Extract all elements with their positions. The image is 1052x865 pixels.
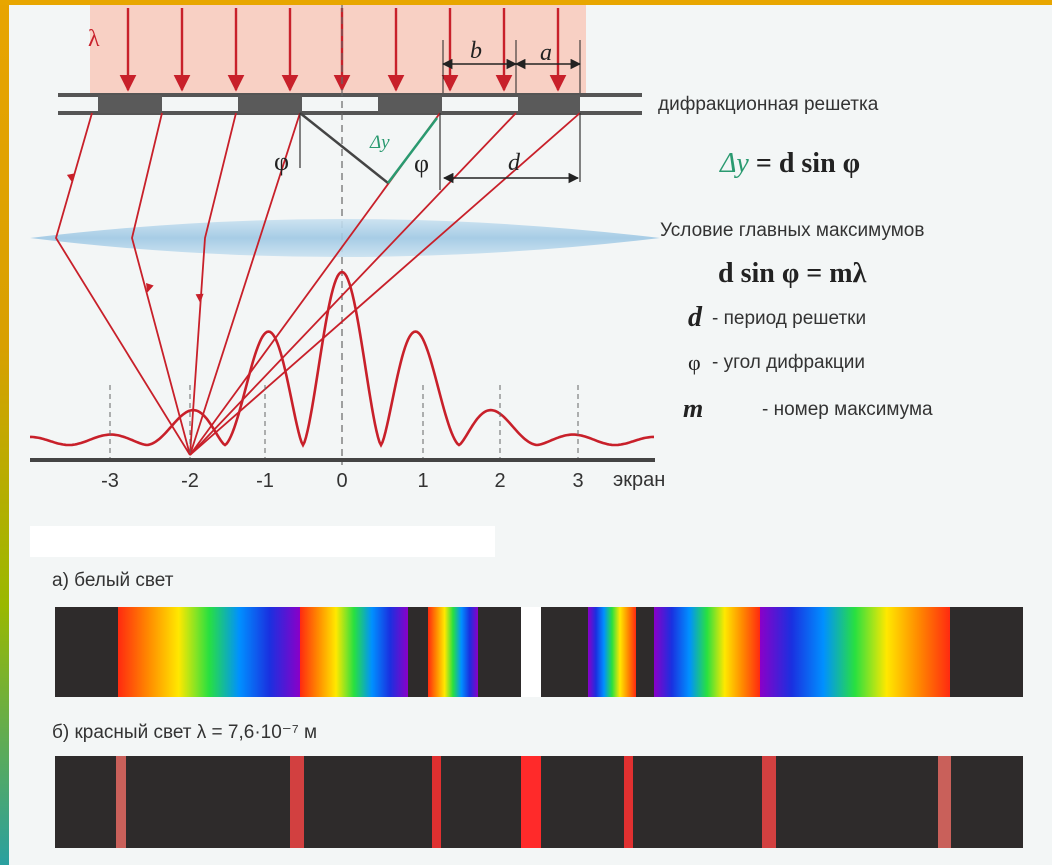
condition-formula: d sin φ = mλ xyxy=(718,258,867,289)
order-label: -1 xyxy=(256,470,274,492)
red-light-label: б) красный свет λ = 7,6·10⁻⁷ м xyxy=(52,722,317,743)
legend-text-m: - номер максимума xyxy=(762,399,933,420)
red-line xyxy=(624,756,633,848)
grating-bar xyxy=(518,95,580,113)
order-guides xyxy=(109,385,579,458)
red-line xyxy=(290,756,304,848)
spectrum-band xyxy=(760,607,950,697)
diffracted-ray xyxy=(189,112,237,456)
b-label: b xyxy=(470,38,482,64)
diffracted-rays xyxy=(55,112,581,456)
grating-bar xyxy=(378,95,442,113)
intensity-curve xyxy=(30,270,654,448)
white-light-label: а) белый свет xyxy=(52,570,174,591)
grating-bar xyxy=(98,95,162,113)
d-label: d xyxy=(508,150,521,176)
path-difference-segment xyxy=(387,117,438,184)
incident-rays xyxy=(119,8,567,92)
diffracted-ray xyxy=(189,112,517,456)
lambda-label: λ xyxy=(88,26,100,52)
legend-symbol-phi: φ xyxy=(688,350,701,375)
order-label: 1 xyxy=(417,470,428,492)
legend-text-d: - период решетки xyxy=(712,308,866,329)
screen-label: экран xyxy=(613,469,665,491)
spectrum-band xyxy=(118,607,300,697)
spectrum-band xyxy=(588,607,636,697)
phi-label-right: φ xyxy=(414,149,429,178)
red-line xyxy=(116,756,126,848)
legend: d - период решетки φ - угол дифракции m … xyxy=(683,302,933,423)
order-label: -3 xyxy=(101,470,119,492)
diffracted-ray xyxy=(55,112,191,456)
delta-y-label: Δy xyxy=(369,132,390,153)
path-difference-formula: Δy = d sin φ xyxy=(719,148,860,179)
red-line xyxy=(432,756,441,848)
ray-arrowhead xyxy=(195,293,204,303)
order-label: 2 xyxy=(494,470,505,492)
phi-label-left: φ xyxy=(274,147,289,176)
spectrum-band xyxy=(654,607,760,697)
lens xyxy=(30,219,660,257)
red-line xyxy=(762,756,776,848)
grating-bar xyxy=(238,95,302,113)
order-label: 0 xyxy=(336,470,347,492)
legend-symbol-d: d xyxy=(688,302,703,333)
red-line xyxy=(521,756,541,848)
left-border xyxy=(0,0,9,865)
diffracted-ray xyxy=(131,112,191,456)
ray-arrowhead xyxy=(146,283,154,293)
white-light-bands xyxy=(118,607,950,697)
grating-label: дифракционная решетка xyxy=(658,94,879,115)
spectrum-band xyxy=(428,607,478,697)
ray-arrowhead xyxy=(66,173,75,183)
central-white-band xyxy=(521,607,541,697)
order-label: 3 xyxy=(572,470,583,492)
a-label: a xyxy=(540,40,552,66)
top-border xyxy=(0,0,1052,5)
condition-title: Условие главных максимумов xyxy=(660,220,924,241)
spectrum-band xyxy=(300,607,408,697)
legend-symbol-m: m xyxy=(683,394,703,423)
red-light-lines xyxy=(116,756,951,848)
diffracted-ray xyxy=(189,112,301,456)
diffracted-ray xyxy=(189,112,581,456)
order-labels: -3 -2 -1 0 1 2 3 xyxy=(101,470,583,492)
red-line xyxy=(938,756,951,848)
order-label: -2 xyxy=(181,470,199,492)
legend-text-phi: - угол дифракции xyxy=(712,352,865,373)
grating-bars xyxy=(98,95,580,113)
white-patch xyxy=(30,526,495,557)
perpendicular-line xyxy=(299,112,389,184)
incident-light-region xyxy=(90,5,586,93)
